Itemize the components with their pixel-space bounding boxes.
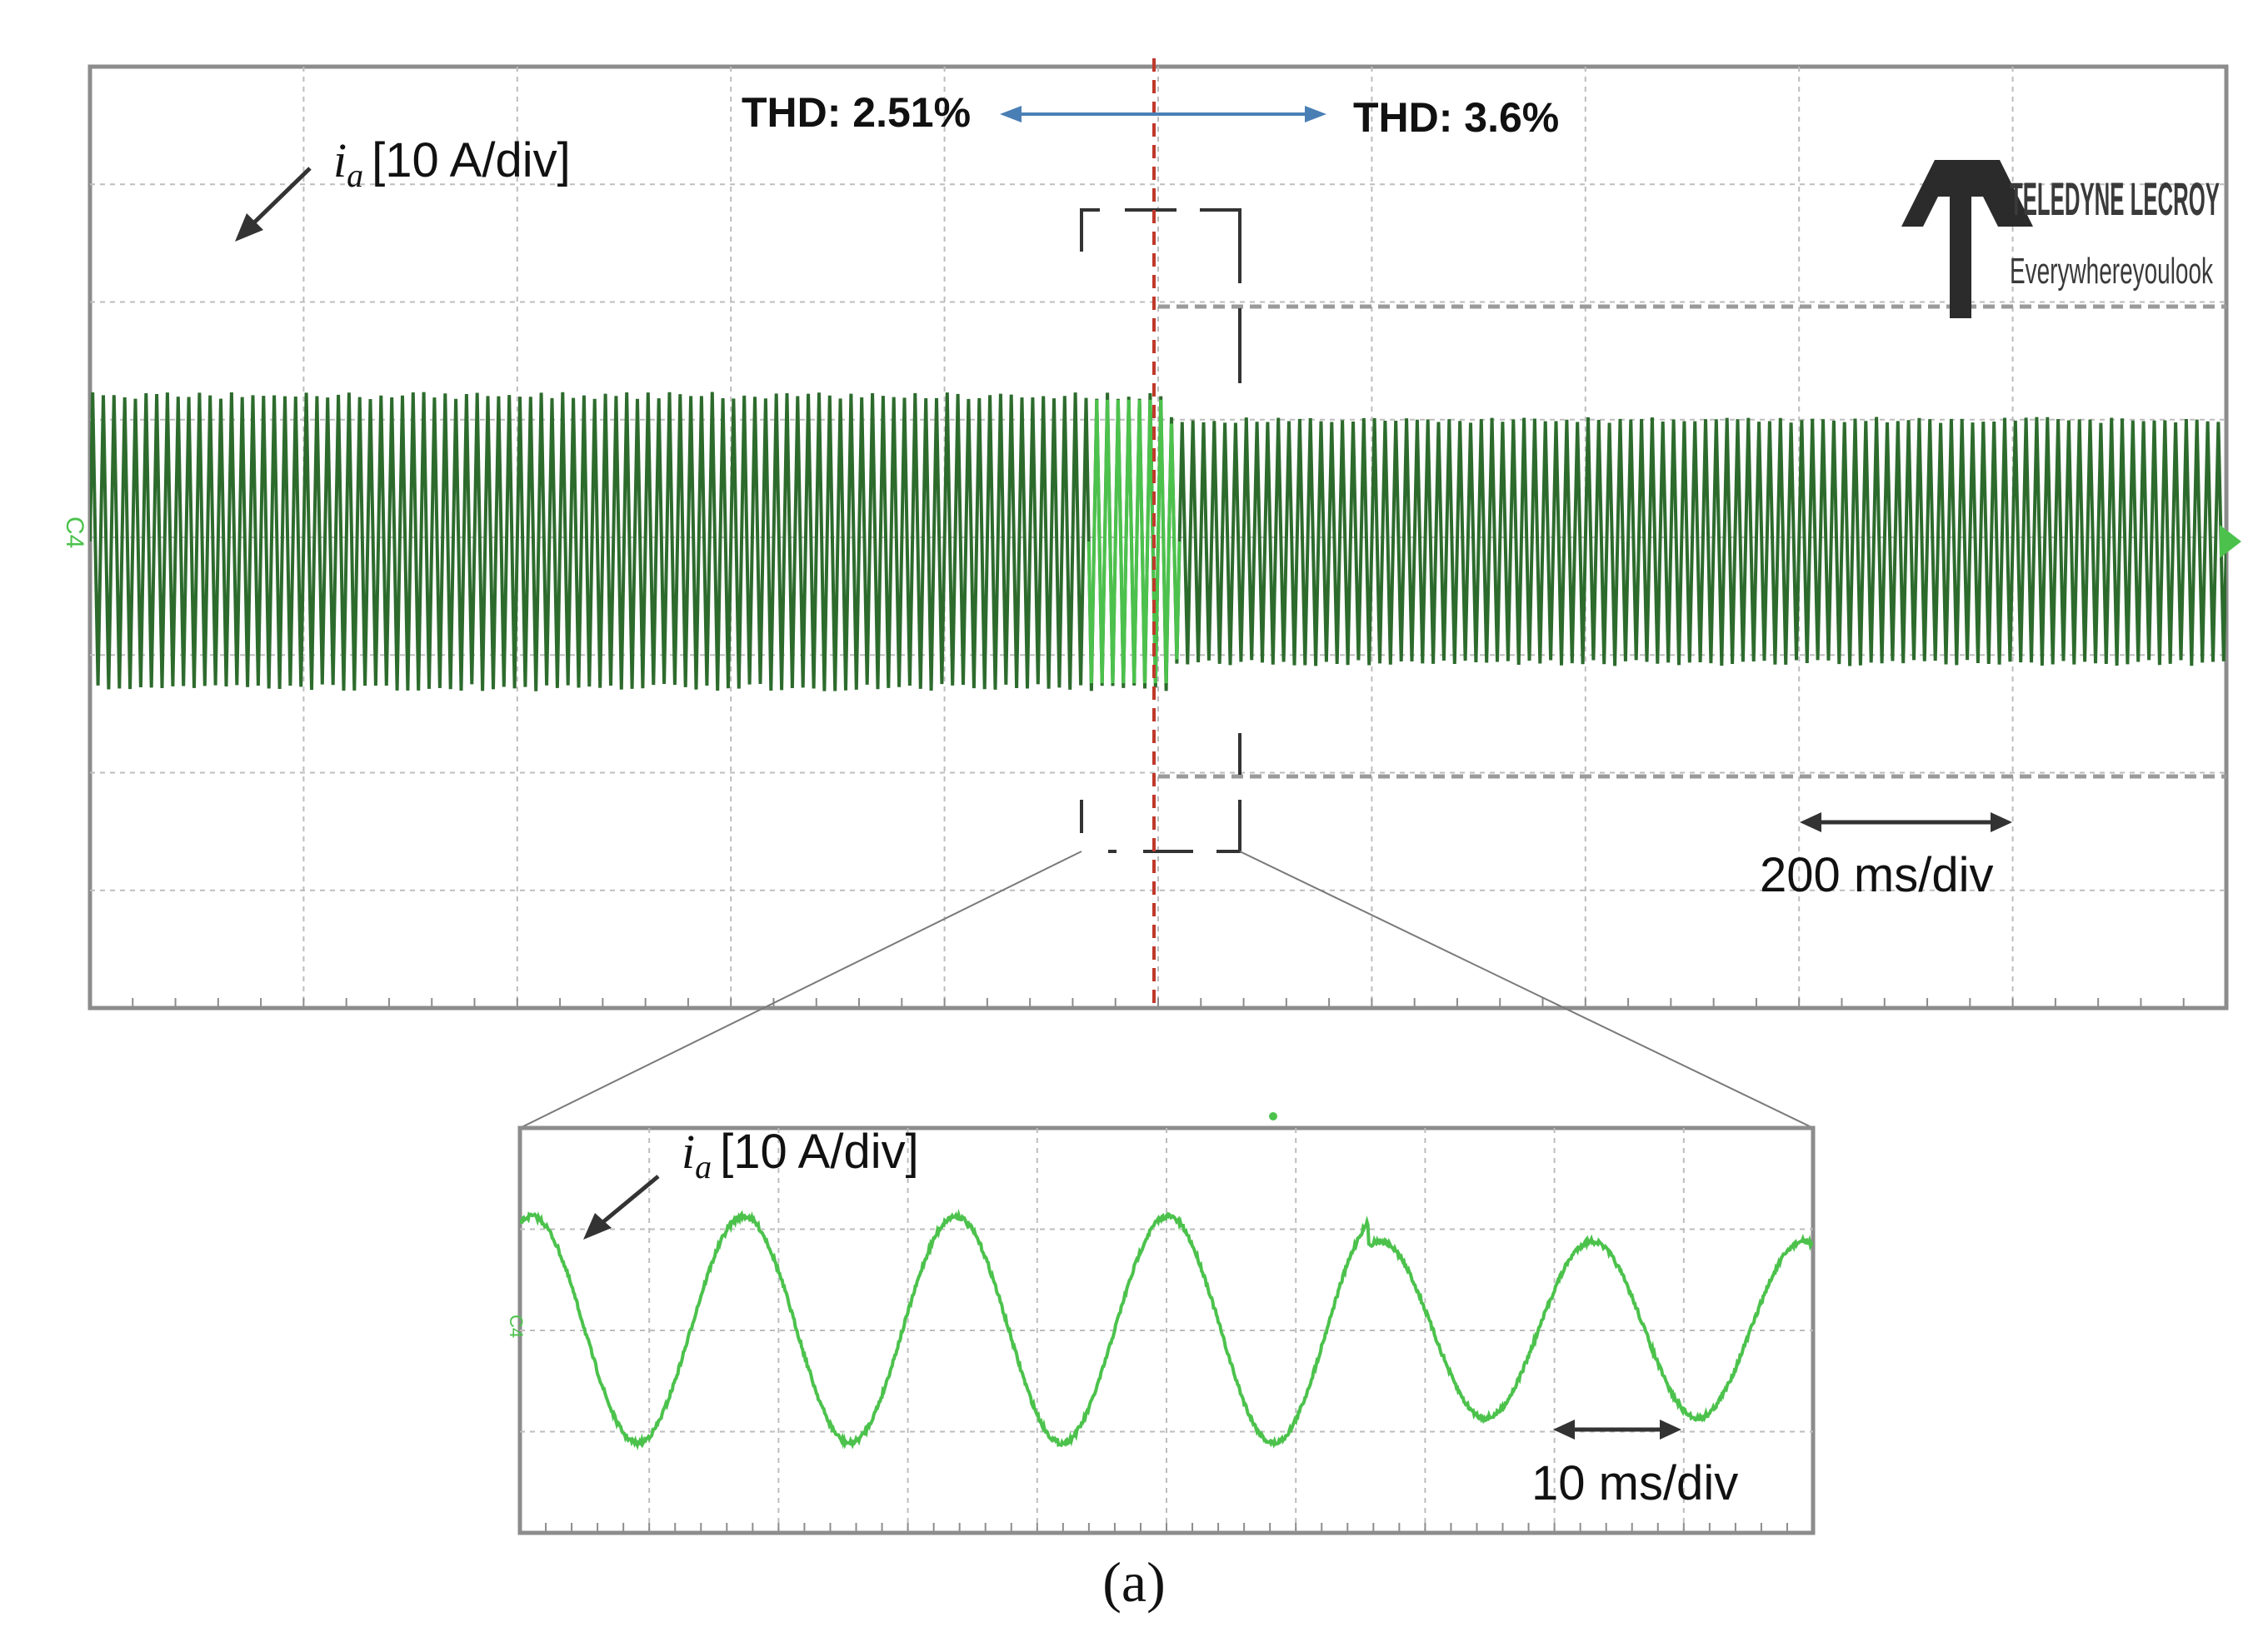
zoom-signal-pointer-arrow [583,1175,660,1240]
zoom-scope-panel: C4 ia [10 A/div] 10 ms/div [506,1112,1816,1535]
top-scope-panel: C4 THD: 2.51% THD: 3.6% ia [10 A/div] 200 [61,58,2241,1011]
top-trace-transition-highlight [1087,399,1181,684]
zoom-connector-left [519,851,1082,1129]
zoom-channel-marker: C4 [506,1315,527,1338]
figure-caption: (a) [1102,1550,1165,1614]
top-signal-label: ia [10 A/div] [333,133,571,194]
zoom-time-scale-label: 10 ms/div [1531,1456,1738,1510]
channel-marker: C4 [61,517,88,548]
thd-after-label: THD: 3.6% [1353,94,1559,141]
zoom-signal-label: ia [10 A/div] [682,1125,919,1185]
logo-slogan-text: Everywhereyoulook [2010,251,2214,292]
top-time-scale-arrow [1800,812,2012,832]
thd-before-label: THD: 2.51% [742,89,971,136]
zoom-scope-grid [519,1128,1814,1533]
zoom-trace-waveform [520,1208,1813,1450]
logo-brand-text: TELEDYNE LECROY [2010,172,2220,225]
top-time-scale-label: 200 ms/div [1760,848,1993,902]
zoom-connector-right [1239,851,1814,1129]
top-signal-pointer-arrow [235,167,312,242]
channel-level-marker-icon [2220,525,2241,558]
teledyne-logo-icon [1901,160,2033,318]
top-current-trace [90,392,2226,691]
zoom-trigger-dot [1269,1112,1277,1120]
teledyne-lecroy-logo: TELEDYNE LECROY Everywhereyoulook [1901,160,2220,318]
zoom-current-trace [520,1208,1813,1450]
thd-comparison-arrow [1000,106,1326,122]
zoom-time-scale-arrow [1553,1420,1681,1440]
